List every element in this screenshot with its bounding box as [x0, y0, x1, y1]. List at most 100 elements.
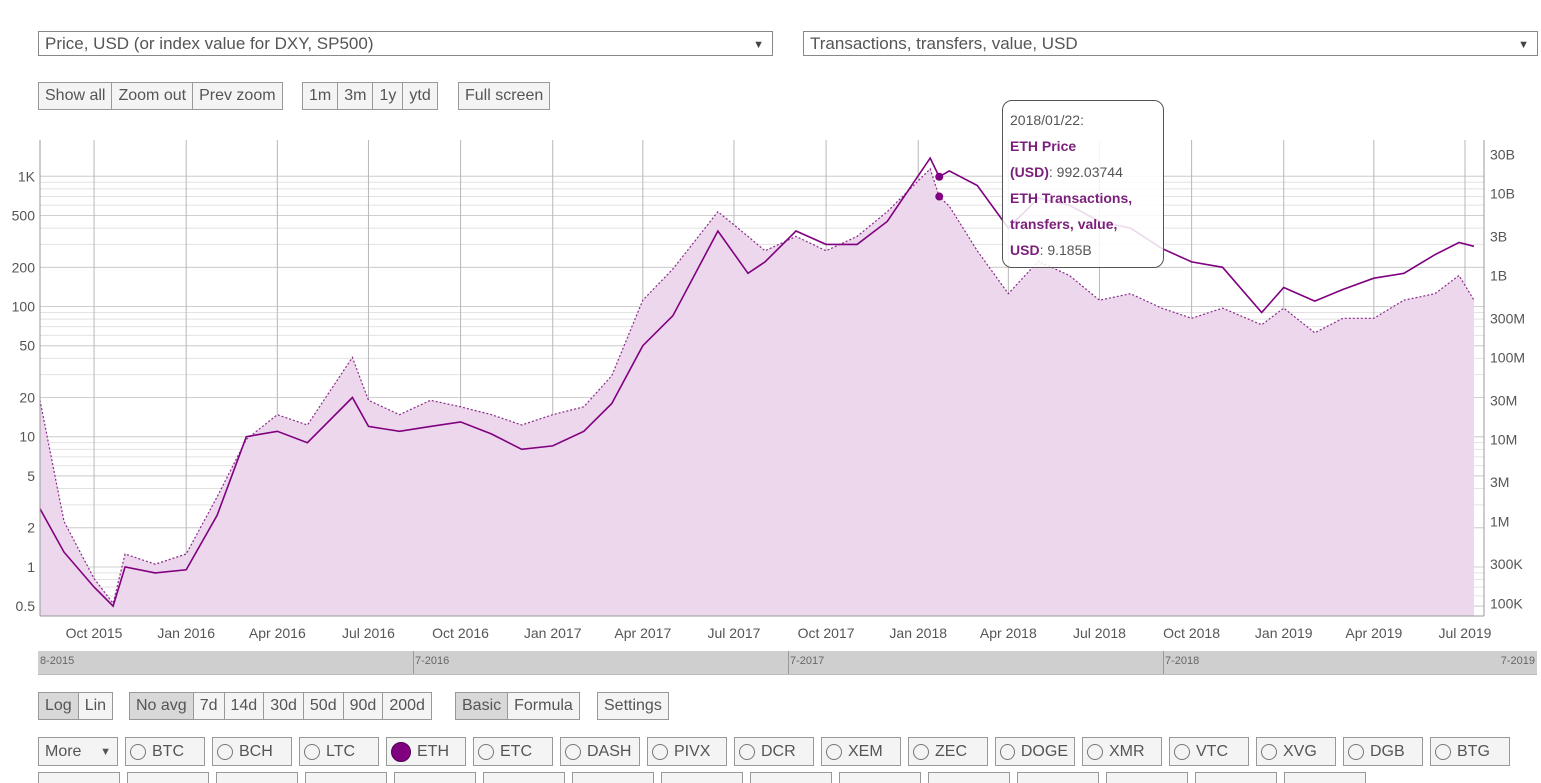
coin-label: XMR: [1109, 742, 1145, 760]
coin-label: LTC: [326, 742, 356, 760]
coin-dgb-toggle[interactable]: DGB: [1343, 737, 1423, 766]
left-select-value: Price, USD (or index value for DXY, SP50…: [45, 34, 374, 53]
y-right-tick-label: 3B: [1490, 228, 1507, 244]
coin-bch-toggle[interactable]: BCH: [212, 737, 292, 766]
price-transactions-chart[interactable]: 1K 500 200 100 50 20 10 5 2 1 0.5 30B 10B 3B 1B 300M 100…: [0, 130, 1541, 650]
x-tick-label: Jan 2016: [157, 625, 215, 641]
tooltip-series1-name: ETH Price: [1010, 138, 1077, 154]
coin-dash-toggle[interactable]: DASH: [560, 737, 640, 766]
right-axis-metric-select[interactable]: Transactions, transfers, value, USD ▼: [803, 31, 1538, 56]
y-left-tick-label: 200: [12, 259, 36, 275]
coin-label: BTC: [152, 742, 184, 760]
navigator-divider: [1163, 651, 1164, 674]
x-tick-label: Jan 2019: [1255, 625, 1313, 641]
coin-xmr-toggle[interactable]: XMR: [1082, 737, 1162, 766]
coin-label: DOGE: [1020, 742, 1068, 760]
radio-unchecked-icon: [1087, 743, 1103, 760]
transactions-series-line: [39, 167, 1475, 605]
coin-zec-toggle[interactable]: ZEC: [908, 737, 988, 766]
y-right-tick-label: 10M: [1490, 431, 1517, 447]
range-ytd-button[interactable]: ytd: [402, 82, 438, 110]
y-left-tick-label: 10: [19, 429, 35, 445]
y-left-tick-label: 50: [19, 338, 35, 354]
coin-vtc-toggle[interactable]: VTC: [1169, 737, 1249, 766]
coin-label: XVG: [1283, 742, 1317, 760]
mode-controls: Basic Formula: [455, 692, 580, 720]
coin-btc-toggle[interactable]: BTC: [125, 737, 205, 766]
full-screen-button[interactable]: Full screen: [458, 82, 551, 110]
y-right-tick-label: 10B: [1490, 186, 1515, 202]
range-1y-button[interactable]: 1y: [372, 82, 404, 110]
more-coins-select[interactable]: More ▼: [38, 737, 118, 766]
coin-label: BCH: [239, 742, 273, 760]
radio-unchecked-icon: [1435, 743, 1451, 760]
navigator-divider: [413, 651, 414, 674]
coin-doge-toggle[interactable]: DOGE: [995, 737, 1075, 766]
avg-200d-button[interactable]: 200d: [382, 692, 432, 720]
dropdown-arrow-icon: ▼: [100, 745, 111, 758]
avg-30d-button[interactable]: 30d: [263, 692, 304, 720]
coin-selector: More ▼ BTC BCH LTC ETH ETC DASH PIVX DCR XEM ZEC D…: [38, 737, 1517, 766]
avg-90d-button[interactable]: 90d: [342, 692, 384, 720]
navigator-label: 7-2019: [1500, 655, 1535, 667]
lin-scale-button[interactable]: Lin: [77, 692, 114, 720]
avg-7d-button[interactable]: 7d: [192, 692, 225, 720]
no-avg-button[interactable]: No avg: [129, 692, 194, 720]
x-tick-label: Jul 2016: [342, 625, 395, 641]
radio-checked-icon: [391, 741, 411, 762]
y-right-tick-label: 30M: [1490, 392, 1517, 408]
coin-btg-toggle[interactable]: BTG: [1430, 737, 1510, 766]
formula-mode-button[interactable]: Formula: [507, 692, 580, 720]
y-left-tick-label: 1K: [18, 168, 36, 184]
coin-label: XEM: [848, 742, 883, 760]
log-scale-button[interactable]: Log: [38, 692, 79, 720]
coin-xem-toggle[interactable]: XEM: [821, 737, 901, 766]
x-tick-label: Apr 2019: [1345, 625, 1402, 641]
x-tick-label: Jan 2018: [889, 625, 947, 641]
coin-label: ETH: [417, 742, 449, 760]
coin-etc-toggle[interactable]: ETC: [473, 737, 553, 766]
axes: 1K 500 200 100 50 20 10 5 2 1 0.5 30B 10B 3B 1B 300M 100…: [12, 140, 1525, 641]
tooltip-series2-unit: USD: [1010, 242, 1040, 258]
dropdown-arrow-icon: ▼: [753, 39, 764, 51]
more-label: More: [45, 742, 82, 760]
avg-50d-button[interactable]: 50d: [302, 692, 344, 720]
range-1m-button[interactable]: 1m: [302, 82, 339, 110]
coin-label: DASH: [587, 742, 632, 760]
prev-zoom-button[interactable]: Prev zoom: [192, 82, 283, 110]
price-hover-marker: [935, 172, 944, 181]
x-tick-label: Apr 2016: [249, 625, 306, 641]
settings-button[interactable]: Settings: [597, 692, 669, 720]
transactions-hover-marker: [935, 192, 944, 201]
show-all-button[interactable]: Show all: [38, 82, 113, 110]
coin-xvg-toggle[interactable]: XVG: [1256, 737, 1336, 766]
coin-label: DGB: [1370, 742, 1405, 760]
coin-label: DCR: [761, 742, 796, 760]
x-tick-label: Jan 2017: [524, 625, 582, 641]
radio-unchecked-icon: [1261, 743, 1277, 760]
coin-pivx-toggle[interactable]: PIVX: [647, 737, 727, 766]
y-right-tick-label: 300M: [1490, 310, 1525, 326]
tooltip-series2-value: 9.185B: [1047, 242, 1092, 258]
zoom-out-button[interactable]: Zoom out: [111, 82, 194, 110]
zoom-controls: Show all Zoom out Prev zoom: [38, 82, 283, 110]
avg-14d-button[interactable]: 14d: [223, 692, 265, 720]
x-tick-label: Apr 2018: [980, 625, 1037, 641]
navigator-label: 8-2015: [40, 655, 75, 667]
y-right-tick-label: 100K: [1490, 595, 1523, 611]
radio-unchecked-icon: [1348, 743, 1364, 760]
tooltip-series1-unit: (USD): [1010, 164, 1049, 180]
coin-label: PIVX: [674, 742, 711, 760]
coin-ltc-toggle[interactable]: LTC: [299, 737, 379, 766]
radio-unchecked-icon: [304, 743, 320, 760]
right-select-value: Transactions, transfers, value, USD: [810, 34, 1078, 53]
left-axis-metric-select[interactable]: Price, USD (or index value for DXY, SP50…: [38, 31, 773, 56]
coin-dcr-toggle[interactable]: DCR: [734, 737, 814, 766]
radio-unchecked-icon: [130, 743, 146, 760]
coin-eth-toggle[interactable]: ETH: [386, 737, 466, 766]
y-left-tick-label: 20: [19, 390, 35, 406]
y-right-tick-label: 1M: [1490, 513, 1509, 529]
range-navigator[interactable]: 8-2015 7-2016 7-2017 7-2018 7-2019: [38, 651, 1537, 675]
range-3m-button[interactable]: 3m: [337, 82, 374, 110]
basic-mode-button[interactable]: Basic: [455, 692, 509, 720]
